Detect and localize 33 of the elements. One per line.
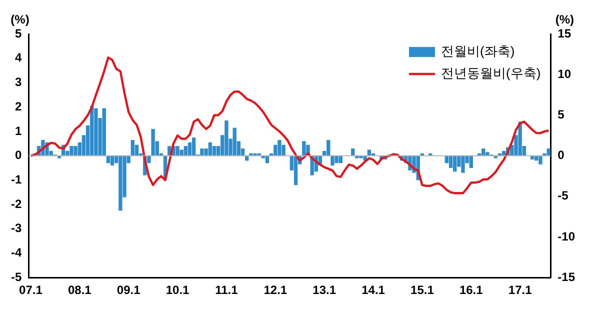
- y-axis-title: (%): [10, 12, 30, 26]
- x-tick-label: 09.1: [116, 283, 141, 298]
- legend-label: 전년동월비(우축): [441, 66, 541, 81]
- y2-tick-label: 15: [558, 26, 572, 40]
- y2-tick-label: -5: [558, 188, 569, 203]
- y-tick-label: 2: [14, 99, 22, 114]
- y2-tick-label: 10: [558, 66, 572, 81]
- y-tick-label: -2: [11, 196, 22, 211]
- x-tick-label: 10.1: [166, 283, 190, 298]
- x-tick-label: 08.1: [68, 283, 92, 298]
- x-tick-label: 07.1: [19, 283, 43, 298]
- y-tick-label: -3: [11, 221, 22, 236]
- legend-label: 전월비(좌축): [441, 44, 515, 59]
- x-tick-label: 11.1: [215, 283, 238, 298]
- y2-tick-label: -10: [558, 229, 576, 244]
- x-tick-label: 16.1: [459, 283, 484, 298]
- y2-tick-label: 0: [558, 148, 565, 162]
- y-tick-label: 0: [14, 148, 22, 162]
- y-tick-label: -5: [11, 270, 22, 284]
- y2-tick-label: 5: [558, 108, 565, 122]
- x-tick-label: 12.1: [264, 283, 288, 298]
- y-tick-label: 5: [14, 26, 22, 40]
- y-tick-label: 3: [14, 75, 22, 90]
- y-tick-label: 1: [14, 124, 22, 138]
- y-tick-label: 4: [14, 50, 22, 65]
- x-tick-label: 14.1: [362, 283, 386, 298]
- x-tick-label: 13.1: [312, 283, 336, 298]
- y2-tick-label: -15: [558, 270, 576, 284]
- x-tick-label: 17.1: [508, 283, 532, 298]
- y-tick-label: -4: [11, 246, 22, 260]
- y2-axis-title: (%): [555, 12, 574, 26]
- y-tick-label: -1: [11, 172, 22, 186]
- x-tick-label: 15.1: [410, 283, 434, 298]
